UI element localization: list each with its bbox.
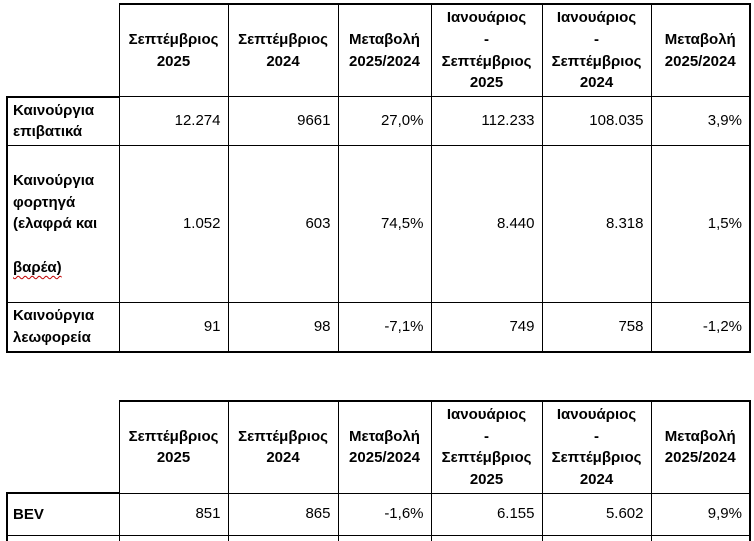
cell-value: 98 xyxy=(227,302,339,353)
row-label-bev: BEV xyxy=(6,492,120,536)
row-label-new-passenger-cars: Καινούργια επιβατικά xyxy=(6,95,120,146)
row-label-new-trucks: Καινούργια φορτηγά (ελαφρά και βαρέα) xyxy=(6,144,120,304)
cell-value: -1,6% xyxy=(337,492,432,536)
cell-value: 1,5% xyxy=(650,144,751,304)
table1-blank-corner-cell xyxy=(7,4,120,97)
cell-value: 9,9% xyxy=(650,492,751,536)
row-label-text: Καινούργια φορτηγά (ελαφρά και xyxy=(13,171,98,233)
cell-value: 851 xyxy=(118,492,229,536)
cell-value: 27,0% xyxy=(337,96,432,146)
cell-value: 734 xyxy=(227,534,339,541)
cell-value: 1.052 xyxy=(118,144,229,304)
cell-value: 108.035 xyxy=(541,96,652,146)
table1-header-sep-2025: Σεπτέμβριος 2025 xyxy=(118,3,229,97)
cell-value: -1,2% xyxy=(650,302,751,353)
table2-row-bev: BEV 851 865 -1,6% 6.155 5.602 9,9% xyxy=(6,492,751,536)
cell-value: -7,1% xyxy=(337,302,432,353)
cell-value: 1.150 xyxy=(118,534,229,541)
cell-value: 758 xyxy=(541,302,652,353)
table1-row-new-trucks: Καινούργια φορτηγά (ελαφρά και βαρέα) 1.… xyxy=(6,144,751,304)
row-label-phev: PHEV xyxy=(6,534,120,541)
cell-value: 6.063 xyxy=(541,534,652,541)
table2-header-jan-sep-2025: Ιανουάριος - Σεπτέμβριος 2025 xyxy=(430,399,543,494)
table1-header-change-month: Μεταβολή 2025/2024 xyxy=(337,3,432,97)
cell-value: 7.946 xyxy=(430,534,543,541)
row-label-new-buses: Καινούργια λεωφορεία xyxy=(6,302,120,353)
cell-value: 8.440 xyxy=(430,144,543,304)
cell-value: 749 xyxy=(430,302,543,353)
cell-value: 5.602 xyxy=(541,492,652,536)
cell-value: 74,5% xyxy=(337,144,432,304)
cell-value: 8.318 xyxy=(541,144,652,304)
cell-value: 91 xyxy=(118,302,229,353)
cell-value: 112.233 xyxy=(430,96,543,146)
cell-value: 603 xyxy=(227,144,339,304)
cell-value: 31,1% xyxy=(650,534,751,541)
row-label-text: βαρέα) xyxy=(13,257,116,279)
table2-header-sep-2024: Σεπτέμβριος 2024 xyxy=(227,399,339,494)
cell-value: 865 xyxy=(227,492,339,536)
table-new-vehicle-registrations: Σεπτέμβριος 2025 Σεπτέμβριος 2024 Μεταβο… xyxy=(6,3,751,353)
table2-row-phev: PHEV 1.150 734 56,7% 7.946 6.063 31,1% xyxy=(6,534,751,541)
table2-header-change-month: Μεταβολή 2025/2024 xyxy=(337,399,432,494)
table2-header-row: Σεπτέμβριος 2025 Σεπτέμβριος 2024 Μεταβο… xyxy=(7,399,751,494)
table1-header-change-ytd: Μεταβολή 2025/2024 xyxy=(650,3,751,97)
misspelled-word: βαρέα) xyxy=(13,258,62,276)
cell-value: 12.274 xyxy=(118,96,229,146)
table2-header-jan-sep-2024: Ιανουάριος - Σεπτέμβριος 2024 xyxy=(541,399,652,494)
table2-header-change-ytd: Μεταβολή 2025/2024 xyxy=(650,399,751,494)
table1-header-jan-sep-2025: Ιανουάριος - Σεπτέμβριος 2025 xyxy=(430,3,543,97)
table1-header-row: Σεπτέμβριος 2025 Σεπτέμβριος 2024 Μεταβο… xyxy=(7,3,751,97)
cell-value: 3,9% xyxy=(650,96,751,146)
table2-blank-corner-cell xyxy=(7,400,120,494)
cell-value: 9661 xyxy=(227,96,339,146)
table1-row-new-buses: Καινούργια λεωφορεία 91 98 -7,1% 749 758… xyxy=(6,302,751,353)
table-ev-registrations: Σεπτέμβριος 2025 Σεπτέμβριος 2024 Μεταβο… xyxy=(6,399,751,541)
cell-value: 56,7% xyxy=(337,534,432,541)
table2-header-sep-2025: Σεπτέμβριος 2025 xyxy=(118,399,229,494)
cell-value: 6.155 xyxy=(430,492,543,536)
table1-row-new-passenger-cars: Καινούργια επιβατικά 12.274 9661 27,0% 1… xyxy=(6,95,751,146)
table1-header-jan-sep-2024: Ιανουάριος - Σεπτέμβριος 2024 xyxy=(541,3,652,97)
table1-header-sep-2024: Σεπτέμβριος 2024 xyxy=(227,3,339,97)
